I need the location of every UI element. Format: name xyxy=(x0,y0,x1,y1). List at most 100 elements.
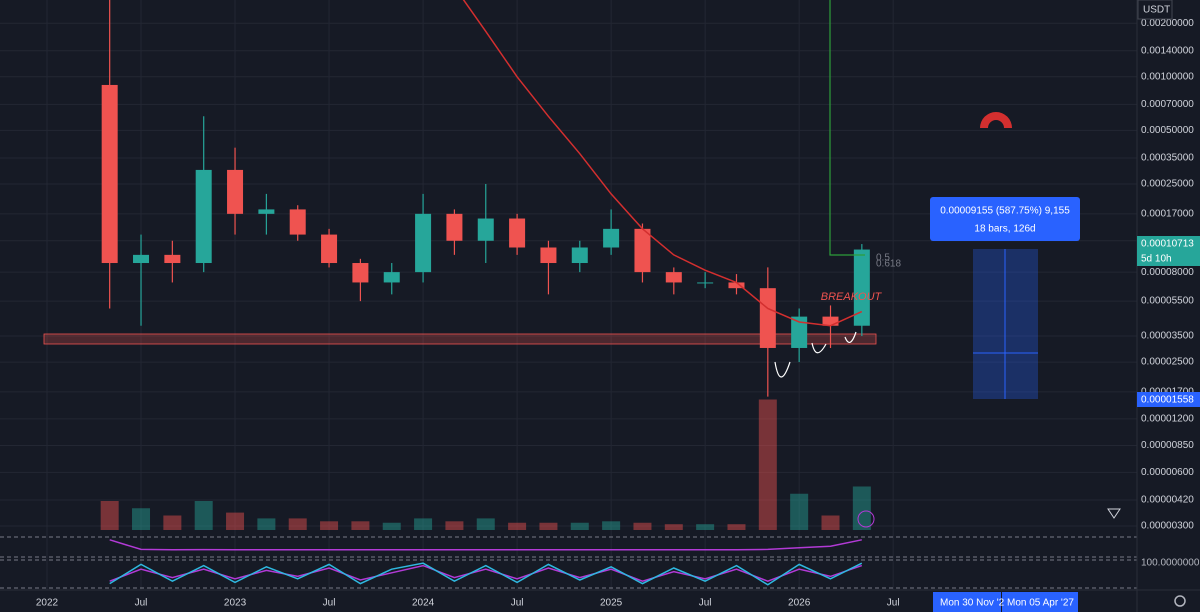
volume-bar xyxy=(414,518,433,530)
candle-body xyxy=(164,254,181,264)
x-axis: 2022 Jul 2023 Jul 2024 Jul 2025 Jul 2026 Jul xyxy=(36,598,900,609)
oscillator-layer xyxy=(109,539,863,586)
x-tick-label: 2026 xyxy=(788,598,811,609)
candle-body xyxy=(101,84,118,264)
fib-label: 0.5 xyxy=(876,253,890,264)
currency-box[interactable] xyxy=(1137,0,1173,20)
candle-body xyxy=(634,228,651,273)
y-tick-label: 0.00003500 xyxy=(1141,331,1194,342)
volume-bar xyxy=(633,522,652,530)
y-tick-label: 0.00050000 xyxy=(1141,125,1194,136)
x-tick-label: Jul xyxy=(135,598,148,609)
volume-bar xyxy=(539,522,558,530)
candle-body xyxy=(759,288,776,348)
candle-body xyxy=(822,316,839,326)
candle-body xyxy=(697,282,714,284)
volume-bar xyxy=(382,522,401,530)
cursor-price-tag xyxy=(1137,392,1200,407)
x-tick-label: 2024 xyxy=(412,598,435,609)
volume-bar xyxy=(790,493,809,530)
y-tick-label: 0.00200000 xyxy=(1141,18,1194,29)
volume-bar xyxy=(508,522,527,530)
settings-button[interactable] xyxy=(1174,595,1186,607)
cursor-price: 0.00001558 xyxy=(1141,395,1194,406)
x-tick-label: 2022 xyxy=(36,598,59,609)
candle-body xyxy=(571,247,588,264)
osc-level: 100.0000000 xyxy=(1141,558,1200,569)
volume-bar xyxy=(194,501,213,530)
volume-bar xyxy=(758,399,777,530)
y-tick-label: 0.00005500 xyxy=(1141,296,1194,307)
candle-body xyxy=(289,209,306,235)
candle-body xyxy=(195,169,212,264)
y-tick-label: 0.00001200 xyxy=(1141,413,1194,424)
volume-bar xyxy=(727,524,746,530)
grid xyxy=(0,0,1137,590)
breakout-label: BREAKOUT xyxy=(821,291,883,303)
measure-box xyxy=(930,197,1080,241)
y-tick-label: 0.00025000 xyxy=(1141,179,1194,190)
volume-bar xyxy=(602,521,621,530)
price-layer xyxy=(101,0,870,397)
candle-body xyxy=(321,234,338,264)
countdown: 5d 10h xyxy=(1141,254,1172,265)
volume-bar xyxy=(132,508,151,530)
candle-body xyxy=(133,254,150,264)
volume-bar xyxy=(320,521,339,530)
measure-text: 18 bars, 126d xyxy=(974,224,1035,235)
collapse-button[interactable] xyxy=(1107,508,1121,519)
stoch-d-line xyxy=(109,564,863,583)
volume-bar xyxy=(696,524,715,530)
volume-bar xyxy=(445,521,464,530)
last-price: 0.00010713 xyxy=(1141,239,1194,250)
volume-bar xyxy=(100,501,119,530)
candle-body xyxy=(415,213,432,273)
range-start: Mon 30 Nov '2 xyxy=(940,598,1005,609)
stoch-k-line xyxy=(109,562,863,586)
volume-bar xyxy=(821,515,840,530)
candle-body xyxy=(383,272,400,283)
candle-body xyxy=(603,228,620,248)
y-tick-label: 0.00000300 xyxy=(1141,521,1194,532)
support-zone xyxy=(43,333,877,345)
candle-body xyxy=(258,209,275,214)
range-tag xyxy=(1002,592,1078,612)
candle-body xyxy=(791,316,808,348)
y-tick-label: 0.00008000 xyxy=(1141,267,1194,278)
volume-bar xyxy=(163,515,182,530)
y-tick-label: 0.00000600 xyxy=(1141,467,1194,478)
candle-body xyxy=(540,247,557,264)
volume-bar xyxy=(570,522,589,530)
volume-bar xyxy=(257,518,276,530)
volume-bar xyxy=(351,521,370,530)
candle-body xyxy=(509,218,526,248)
cup-drawing xyxy=(774,331,857,378)
candle-body xyxy=(853,249,870,326)
moving-average xyxy=(462,0,863,327)
rsi-line xyxy=(109,539,862,551)
currency[interactable]: USDT xyxy=(1143,5,1170,16)
candle-body xyxy=(728,282,745,289)
x-tick-label: Jul xyxy=(699,598,712,609)
candle-body xyxy=(227,169,244,214)
volume-bar xyxy=(664,524,683,530)
last-price-tag xyxy=(1137,236,1200,266)
range-end: Mon 05 Apr '27 xyxy=(1007,598,1074,609)
drawing-line xyxy=(829,0,865,256)
x-tick-label: Jul xyxy=(511,598,524,609)
x-tick-label: Jul xyxy=(887,598,900,609)
alert-icon[interactable] xyxy=(857,510,875,528)
y-tick-label: 0.00035000 xyxy=(1141,153,1194,164)
volume-bar xyxy=(852,486,871,530)
y-tick-label: 0.00000850 xyxy=(1141,440,1194,451)
x-tick-label: 2023 xyxy=(224,598,247,609)
price-axis xyxy=(1137,0,1200,612)
range-tag xyxy=(933,592,1001,612)
candle-body xyxy=(477,218,494,241)
measure-text: 0.00009155 (587.75%) 9,155 xyxy=(940,206,1070,217)
candle-body xyxy=(665,272,682,283)
x-tick-label: Jul xyxy=(323,598,336,609)
